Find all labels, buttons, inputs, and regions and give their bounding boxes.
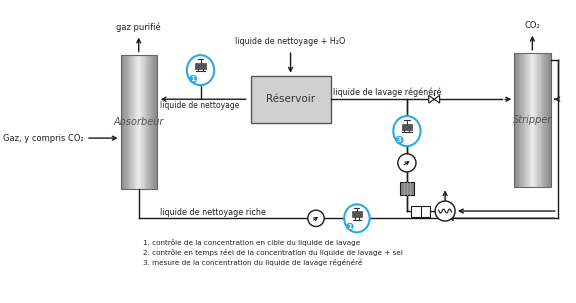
Bar (529, 53, 530, 188)
Bar (532, 53, 534, 188)
Bar (537, 53, 539, 188)
Bar (535, 53, 536, 188)
Bar (533, 53, 535, 188)
Bar (517, 53, 518, 188)
Ellipse shape (344, 204, 370, 232)
Bar (140, 55, 142, 189)
Bar (123, 55, 124, 189)
Bar (154, 55, 156, 189)
Bar (195, 63, 206, 69)
Text: gaz purifié: gaz purifié (116, 22, 161, 32)
Bar (150, 55, 151, 189)
Bar (524, 53, 525, 188)
Bar (146, 55, 147, 189)
Text: Stripper: Stripper (513, 115, 552, 125)
Bar (531, 53, 533, 188)
Bar (139, 55, 141, 189)
Bar (153, 55, 155, 189)
Bar (126, 55, 127, 189)
Bar (514, 53, 551, 188)
Bar (130, 55, 132, 189)
Bar (518, 53, 520, 188)
Bar (541, 53, 543, 188)
Circle shape (189, 75, 197, 83)
Text: Réservoir: Réservoir (266, 94, 315, 104)
Bar (519, 53, 521, 188)
Bar (132, 55, 134, 189)
Bar (131, 55, 133, 189)
Bar (128, 55, 130, 189)
Bar (120, 55, 157, 189)
Bar (143, 55, 145, 189)
Bar (124, 55, 126, 189)
Circle shape (308, 210, 324, 227)
Text: CO₂: CO₂ (525, 21, 540, 30)
Text: liquide de lavage régénéré: liquide de lavage régénéré (334, 88, 442, 97)
Circle shape (346, 223, 354, 230)
Text: 1: 1 (347, 224, 353, 230)
Bar (525, 53, 527, 188)
Bar (135, 55, 137, 189)
Text: liquide de nettoyage: liquide de nettoyage (160, 101, 239, 110)
Bar (251, 75, 331, 123)
Bar (521, 53, 523, 188)
Circle shape (398, 154, 416, 172)
Text: Absorbeur: Absorbeur (113, 117, 164, 127)
Bar (540, 53, 541, 188)
Bar (543, 53, 545, 188)
Bar (156, 55, 157, 189)
Bar (151, 55, 153, 189)
Bar (548, 53, 550, 188)
Bar (550, 53, 551, 188)
Bar (127, 55, 128, 189)
Bar (120, 55, 122, 189)
Bar (134, 55, 135, 189)
Bar (528, 53, 529, 188)
Bar (542, 53, 544, 188)
Bar (147, 55, 149, 189)
Bar (400, 182, 414, 195)
Bar (544, 53, 546, 188)
Circle shape (395, 136, 404, 144)
Ellipse shape (187, 55, 214, 85)
Bar (142, 55, 144, 189)
Bar (539, 53, 540, 188)
Bar (530, 53, 532, 188)
Bar (149, 55, 150, 189)
Bar (152, 55, 154, 189)
Text: 2. contrôle en temps réel de la concentration du liquide de lavage + sel: 2. contrôle en temps réel de la concentr… (143, 249, 403, 256)
Ellipse shape (393, 116, 420, 146)
Bar (122, 55, 123, 189)
Polygon shape (434, 95, 439, 103)
Bar (536, 53, 537, 188)
Bar (526, 53, 528, 188)
Text: 3. mesure de la concentration du liquide de lavage régénéré: 3. mesure de la concentration du liquide… (143, 259, 363, 266)
Bar (520, 53, 522, 188)
Polygon shape (429, 95, 434, 103)
Text: liquide de nettoyage riche: liquide de nettoyage riche (160, 208, 266, 217)
Bar (411, 206, 430, 217)
Bar (514, 53, 516, 188)
Bar (138, 55, 139, 189)
Bar (545, 53, 547, 188)
Bar (352, 211, 362, 217)
Text: liquide de nettoyage + H₂O: liquide de nettoyage + H₂O (236, 38, 346, 46)
Bar (402, 124, 412, 130)
Circle shape (435, 201, 455, 221)
Bar (137, 55, 138, 189)
Bar (141, 55, 143, 189)
Bar (145, 55, 146, 189)
Text: Gaz, y compris CO₂: Gaz, y compris CO₂ (3, 134, 84, 143)
Bar (522, 53, 524, 188)
Text: 3: 3 (397, 137, 402, 143)
Bar (516, 53, 517, 188)
Text: 1. contrôle de la concentration en cible du liquide de lavage: 1. contrôle de la concentration en cible… (143, 239, 361, 246)
Bar (547, 53, 548, 188)
Text: 1: 1 (191, 76, 195, 82)
Bar (129, 55, 131, 189)
